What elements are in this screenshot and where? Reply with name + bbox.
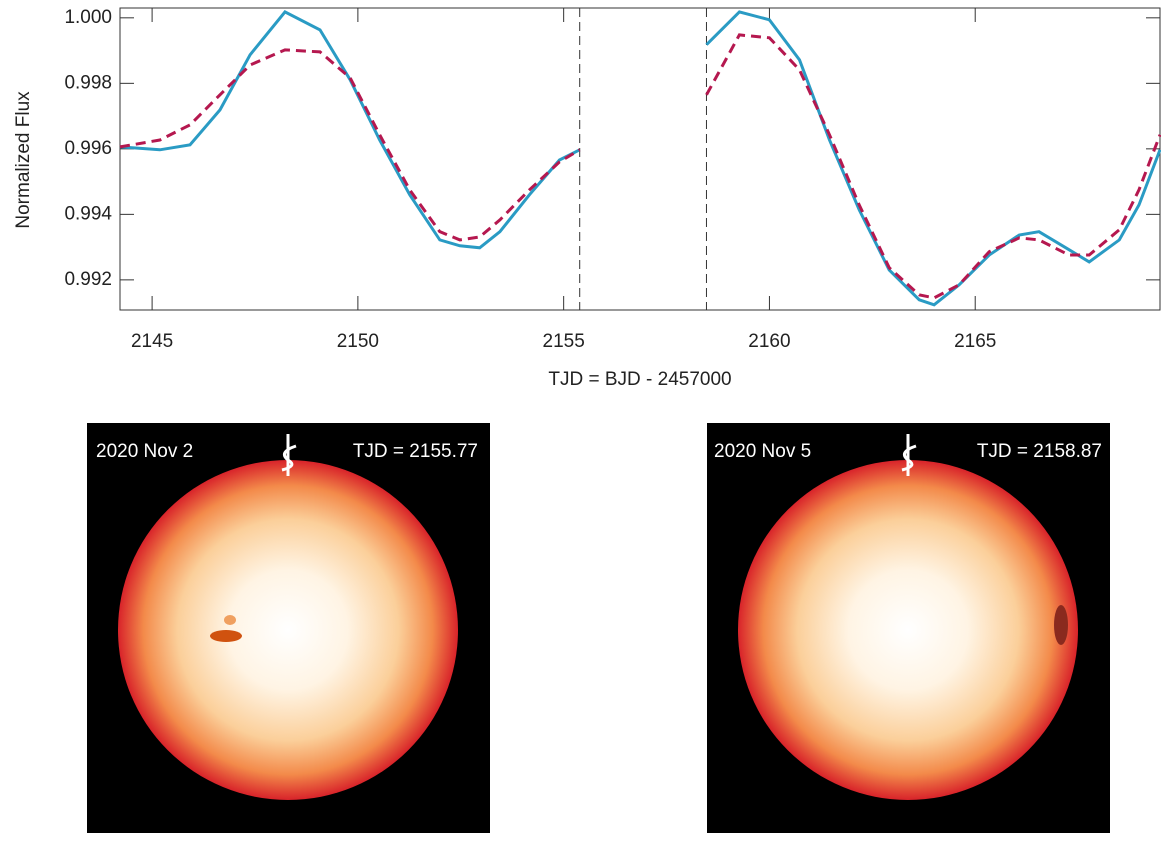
rotation-arrow xyxy=(901,444,917,472)
panel: 2020 Nov 2 TJD = 2155.77 xyxy=(87,423,490,833)
panel: 2020 Nov 5 TJD = 2158.87 xyxy=(707,423,1110,833)
panel-tjd: TJD = 2158.87 xyxy=(977,441,1102,462)
y-tick-label: 0.992 xyxy=(64,269,112,290)
y-tick-label: 0.998 xyxy=(64,72,112,93)
panel-date: 2020 Nov 5 xyxy=(714,441,811,462)
x-tick-label: 2165 xyxy=(954,331,996,352)
panel-tjd: TJD = 2155.77 xyxy=(353,441,478,462)
y-axis-label: Normalized Flux xyxy=(13,91,34,229)
panel-date: 2020 Nov 2 xyxy=(96,441,193,462)
starspot xyxy=(1054,605,1068,645)
flux-line xyxy=(119,10,1161,307)
starspot xyxy=(224,615,236,625)
y-tick-label: 0.996 xyxy=(64,138,112,159)
x-tick-label: 2150 xyxy=(337,331,379,352)
flux-line xyxy=(119,33,1161,300)
rotation-arrow xyxy=(281,444,297,472)
plot-frame xyxy=(119,7,1161,311)
stellar-disk xyxy=(738,460,1078,800)
x-tick-label: 2145 xyxy=(131,331,173,352)
x-axis-label: TJD = BJD - 2457000 xyxy=(548,369,731,390)
y-tick-label: 1.000 xyxy=(64,7,112,28)
starspot xyxy=(210,630,242,642)
y-tick-label: 0.994 xyxy=(64,203,112,224)
x-tick-label: 2160 xyxy=(748,331,790,352)
stellar-disk xyxy=(118,460,458,800)
x-tick-label: 2155 xyxy=(543,331,585,352)
